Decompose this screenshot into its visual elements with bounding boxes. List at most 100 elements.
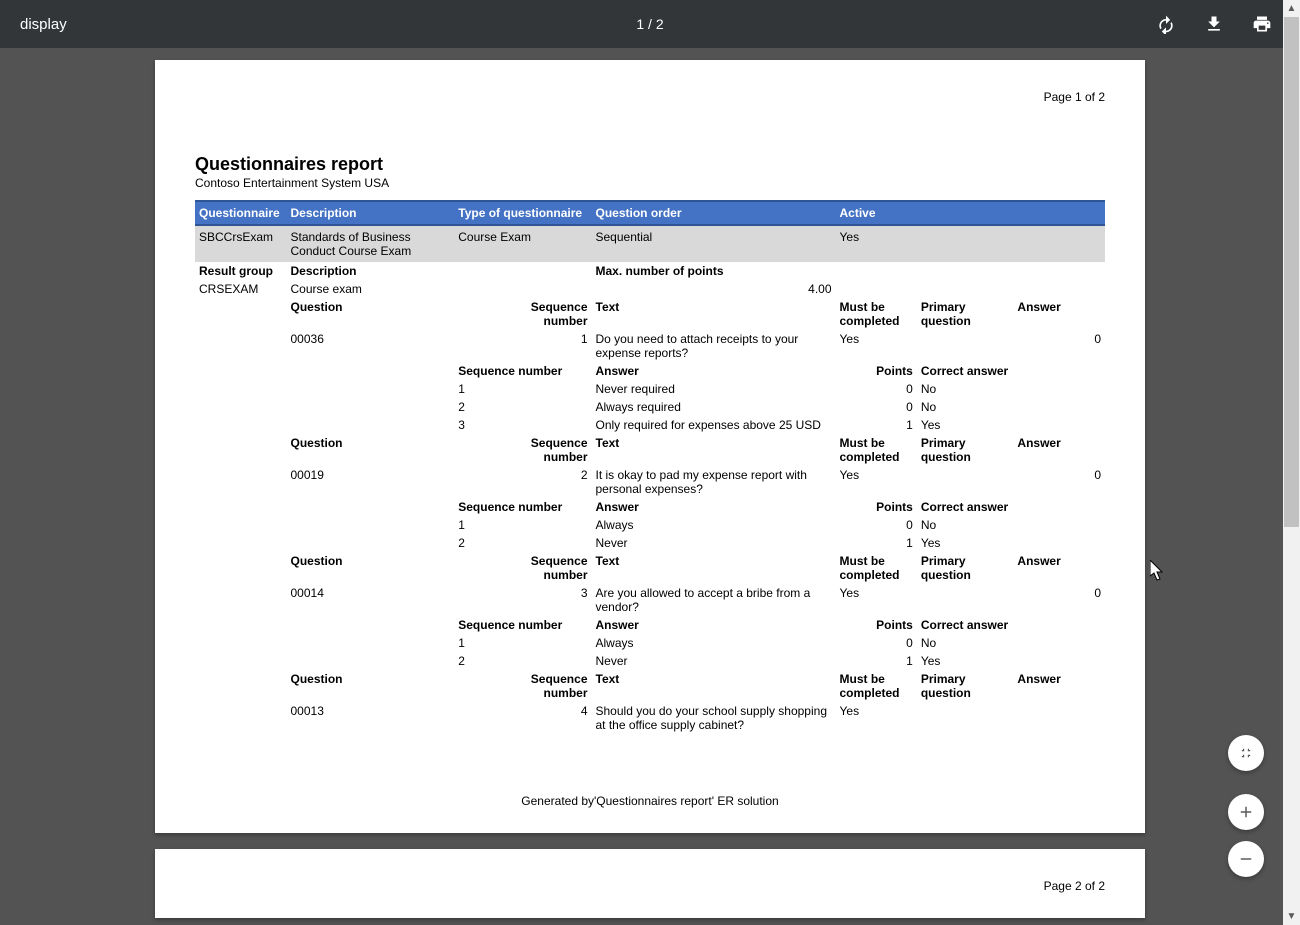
cell: Correct answer bbox=[917, 616, 1105, 634]
cell: Primary question bbox=[917, 552, 1014, 584]
pdf-page-1: Page 1 of 2 Questionnaires report Contos… bbox=[155, 60, 1145, 833]
download-icon[interactable] bbox=[1204, 14, 1224, 34]
cell: Must be completed bbox=[836, 552, 917, 584]
cell: No bbox=[917, 380, 1105, 398]
cell: Yes bbox=[836, 584, 917, 616]
cell: 1 bbox=[500, 330, 592, 362]
zoom-out-button[interactable] bbox=[1228, 841, 1264, 877]
cell: 0 bbox=[1013, 466, 1105, 498]
cell: Correct answer bbox=[917, 362, 1105, 380]
cell: Text bbox=[592, 670, 836, 702]
scrollbar-thumb[interactable] bbox=[1284, 17, 1299, 527]
scrollbar-vertical[interactable]: ▲ ▼ bbox=[1283, 0, 1300, 925]
col-type: Type of questionnaire bbox=[454, 201, 591, 225]
cell bbox=[195, 552, 287, 584]
report-title: Questionnaires report bbox=[195, 154, 1105, 175]
cell: Answer bbox=[1013, 434, 1105, 466]
cell bbox=[917, 584, 1014, 616]
cell: Only required for expenses above 25 USD bbox=[592, 416, 836, 434]
cell: Question bbox=[287, 298, 455, 330]
cell: 2 bbox=[454, 534, 591, 552]
cell: Yes bbox=[917, 416, 1105, 434]
cell: Do you need to attach receipts to your e… bbox=[592, 330, 836, 362]
zoom-in-button[interactable] bbox=[1228, 794, 1264, 830]
cell: Never bbox=[592, 534, 836, 552]
col-active: Active bbox=[836, 201, 1105, 225]
cell: Sequence number bbox=[500, 298, 592, 330]
report-detail-table: Result groupDescriptionMax. number of po… bbox=[195, 262, 1105, 734]
table-row: Sequence numberAnswerPointsCorrect answe… bbox=[195, 498, 1105, 516]
cell: Points bbox=[836, 362, 917, 380]
cell: Primary question bbox=[917, 434, 1014, 466]
cell: Are you allowed to accept a bribe from a… bbox=[592, 584, 836, 616]
cell: Answer bbox=[1013, 298, 1105, 330]
cell: Answer bbox=[1013, 670, 1105, 702]
cell bbox=[454, 552, 500, 584]
cell bbox=[195, 652, 454, 670]
pdf-viewer[interactable]: Page 1 of 2 Questionnaires report Contos… bbox=[0, 48, 1300, 925]
cell bbox=[195, 362, 454, 380]
cell: Must be completed bbox=[836, 298, 917, 330]
scroll-up-arrow[interactable]: ▲ bbox=[1283, 0, 1300, 17]
cell: Never required bbox=[592, 380, 836, 398]
cell bbox=[836, 280, 1106, 298]
cell: Sequence number bbox=[454, 362, 591, 380]
cell bbox=[195, 616, 454, 634]
cell: 1 bbox=[454, 516, 591, 534]
table-row: CRSEXAMCourse exam4.00 bbox=[195, 280, 1105, 298]
cell bbox=[195, 670, 287, 702]
cell bbox=[195, 398, 454, 416]
fit-to-page-button[interactable] bbox=[1228, 735, 1264, 771]
cell: Yes bbox=[836, 702, 917, 734]
cell bbox=[195, 330, 287, 362]
page-number-label: Page 2 of 2 bbox=[195, 879, 1105, 893]
cell: 1 bbox=[454, 380, 591, 398]
rotate-icon[interactable] bbox=[1156, 14, 1176, 34]
table-row: 1Never required0No bbox=[195, 380, 1105, 398]
cell bbox=[454, 262, 591, 280]
table-row: 2Never1Yes bbox=[195, 534, 1105, 552]
cell bbox=[195, 534, 454, 552]
cell: Primary question bbox=[917, 670, 1014, 702]
cell bbox=[917, 466, 1014, 498]
cell: 1 bbox=[836, 416, 917, 434]
cell bbox=[454, 434, 500, 466]
cell: Must be completed bbox=[836, 670, 917, 702]
cell: Yes bbox=[917, 652, 1105, 670]
cell bbox=[195, 298, 287, 330]
table-row: 000192It is okay to pad my expense repor… bbox=[195, 466, 1105, 498]
table-row: 2Never1Yes bbox=[195, 652, 1105, 670]
print-icon[interactable] bbox=[1252, 14, 1272, 34]
cell: 0 bbox=[836, 516, 917, 534]
table-row: 1Always0No bbox=[195, 516, 1105, 534]
cell: No bbox=[917, 398, 1105, 416]
table-row: QuestionSequence numberTextMust be compl… bbox=[195, 670, 1105, 702]
cell: Primary question bbox=[917, 298, 1014, 330]
cell: Course exam bbox=[287, 280, 455, 298]
cell bbox=[454, 584, 500, 616]
cell: Always bbox=[592, 516, 836, 534]
col-order: Question order bbox=[592, 201, 836, 225]
cell bbox=[454, 298, 500, 330]
cell bbox=[195, 584, 287, 616]
cell bbox=[454, 280, 591, 298]
cell bbox=[454, 702, 500, 734]
cell: Max. number of points bbox=[592, 262, 836, 280]
document-title: display bbox=[20, 16, 67, 33]
cell: 1 bbox=[454, 634, 591, 652]
cell: Answer bbox=[592, 362, 836, 380]
cell: Text bbox=[592, 552, 836, 584]
cell bbox=[1013, 702, 1105, 734]
scroll-down-arrow[interactable]: ▼ bbox=[1283, 908, 1300, 925]
cell: Text bbox=[592, 434, 836, 466]
table-row: 000143Are you allowed to accept a bribe … bbox=[195, 584, 1105, 616]
cell-order: Sequential bbox=[592, 225, 836, 262]
cell: Question bbox=[287, 434, 455, 466]
cell: Always bbox=[592, 634, 836, 652]
table-row: 000134Should you do your school supply s… bbox=[195, 702, 1105, 734]
cell: Yes bbox=[917, 534, 1105, 552]
cell bbox=[917, 330, 1014, 362]
cell bbox=[454, 670, 500, 702]
page-number-label: Page 1 of 2 bbox=[195, 90, 1105, 104]
table-row: 3Only required for expenses above 25 USD… bbox=[195, 416, 1105, 434]
